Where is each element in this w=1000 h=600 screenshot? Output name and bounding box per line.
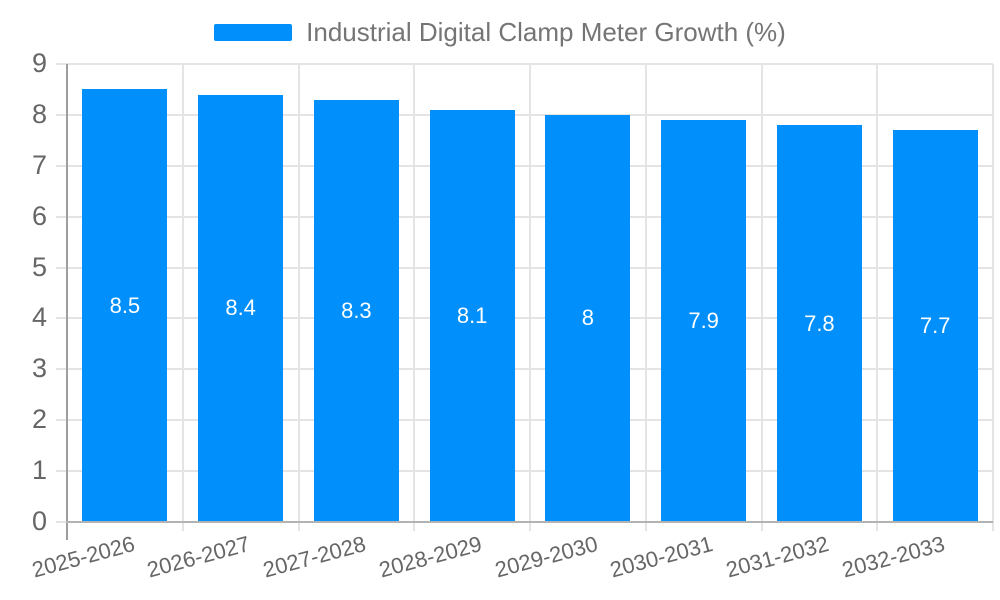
x-axis-tick bbox=[992, 522, 994, 531]
x-axis-label: 2029-2030 bbox=[491, 531, 601, 583]
bar-value-label: 8 bbox=[581, 305, 594, 331]
bar-value-label: 8.5 bbox=[109, 292, 141, 318]
y-axis-tick bbox=[56, 63, 67, 65]
x-axis-label: 2028-2029 bbox=[376, 531, 485, 583]
x-grid-line bbox=[297, 64, 300, 522]
y-axis-label: 6 bbox=[31, 200, 47, 231]
x-grid-line bbox=[992, 64, 994, 522]
x-axis-tick bbox=[413, 522, 416, 531]
x-grid-line bbox=[876, 64, 879, 522]
y-axis-label: 3 bbox=[31, 353, 47, 384]
bar: 7.8 bbox=[776, 125, 862, 522]
y-axis-tick bbox=[56, 113, 67, 116]
bar: 8.3 bbox=[313, 99, 399, 522]
y-axis-label: 2 bbox=[31, 404, 47, 435]
bar: 8.4 bbox=[198, 94, 284, 522]
bar-value-label: 7.9 bbox=[688, 307, 719, 333]
y-axis-tick bbox=[56, 266, 67, 269]
y-axis-label: 1 bbox=[31, 455, 47, 486]
bar-value-label: 8.1 bbox=[456, 302, 488, 328]
x-axis-label: 2032-2033 bbox=[839, 531, 948, 583]
legend-item[interactable]: Industrial Digital Clamp Meter Growth (%… bbox=[214, 19, 786, 45]
bar: 8 bbox=[545, 114, 631, 522]
y-axis-tick bbox=[56, 317, 67, 320]
x-axis-line bbox=[66, 521, 993, 523]
x-axis-label: 2026-2027 bbox=[144, 531, 253, 583]
y-axis-tick bbox=[56, 521, 67, 523]
bar-value-label: 7.7 bbox=[919, 313, 951, 339]
y-axis-tick bbox=[56, 164, 67, 167]
y-axis-label: 9 bbox=[31, 47, 47, 78]
x-axis-tick bbox=[529, 522, 531, 531]
y-axis-tick bbox=[56, 215, 67, 218]
x-grid-line bbox=[644, 64, 647, 522]
y-axis-tick bbox=[56, 470, 67, 473]
y-axis-tick bbox=[56, 368, 67, 371]
x-axis-label: 2027-2028 bbox=[260, 531, 369, 583]
bar-value-label: 8.4 bbox=[225, 295, 256, 321]
y-axis-label: 5 bbox=[31, 251, 47, 282]
legend-series-label: Industrial Digital Clamp Meter Growth (%… bbox=[306, 17, 786, 47]
y-axis-label: 4 bbox=[31, 302, 47, 333]
x-axis-tick bbox=[876, 522, 879, 531]
x-axis-tick bbox=[181, 522, 184, 531]
y-axis-tick bbox=[56, 419, 67, 422]
legend: Industrial Digital Clamp Meter Growth (%… bbox=[0, 14, 1000, 50]
x-axis-label: 2030-2031 bbox=[607, 531, 716, 583]
y-axis-label: 7 bbox=[31, 149, 47, 180]
x-axis-tick bbox=[760, 522, 763, 531]
bar-value-label: 7.8 bbox=[804, 310, 835, 336]
bar: 8.5 bbox=[82, 89, 168, 522]
x-grid-line bbox=[181, 64, 184, 522]
bar: 7.7 bbox=[892, 130, 978, 522]
bar: 7.9 bbox=[661, 119, 747, 522]
y-axis-label: 0 bbox=[31, 505, 47, 536]
x-axis-tick bbox=[644, 522, 647, 531]
x-axis-label: 2031-2032 bbox=[723, 531, 832, 583]
y-axis-line bbox=[66, 64, 68, 540]
x-grid-line bbox=[529, 64, 531, 522]
x-axis-label: 2025-2026 bbox=[28, 531, 138, 583]
x-grid-line bbox=[760, 64, 763, 522]
bar: 8.1 bbox=[429, 109, 515, 522]
legend-marker-swatch bbox=[214, 23, 293, 41]
x-axis-tick bbox=[297, 522, 300, 531]
bar-value-label: 8.3 bbox=[341, 297, 372, 323]
x-grid-line bbox=[413, 64, 416, 522]
y-axis-label: 8 bbox=[31, 98, 47, 129]
